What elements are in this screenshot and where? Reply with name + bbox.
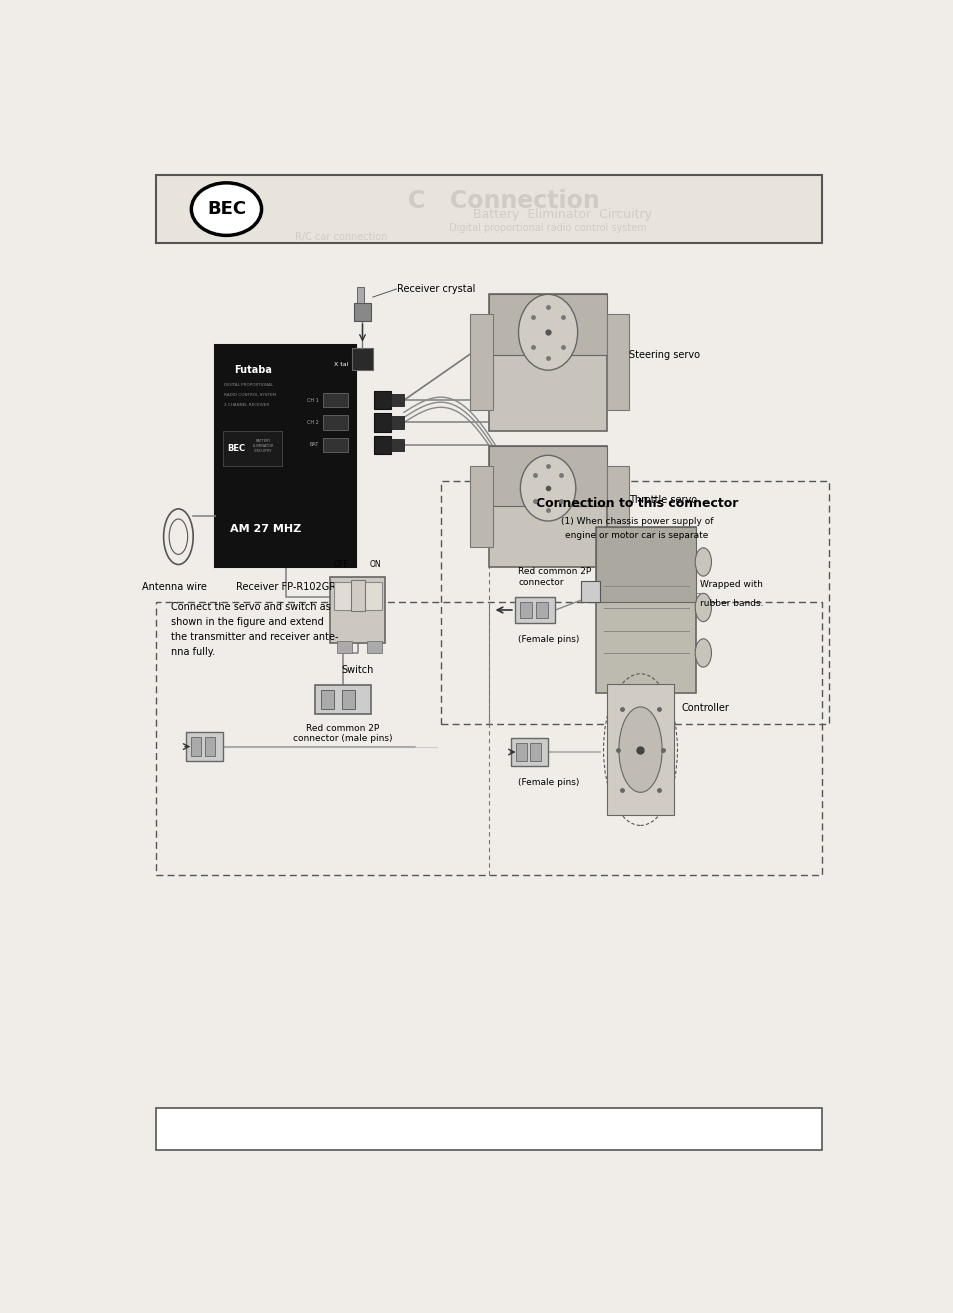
Bar xyxy=(516,743,526,762)
Bar xyxy=(222,431,282,466)
Bar xyxy=(191,738,201,756)
Bar xyxy=(322,415,348,429)
Text: Connection to this connector: Connection to this connector xyxy=(535,496,738,509)
Bar xyxy=(580,582,599,601)
Text: Steering servo: Steering servo xyxy=(629,351,700,361)
Text: Digital proportional radio control system: Digital proportional radio control syste… xyxy=(449,223,646,234)
Ellipse shape xyxy=(695,593,711,621)
Bar xyxy=(488,445,607,567)
Bar xyxy=(351,580,364,612)
Bar xyxy=(322,393,348,407)
Bar xyxy=(374,436,390,454)
Text: Connect the servo and switch as
shown in the figure and extend
the transmitter a: Connect the servo and switch as shown in… xyxy=(171,603,338,656)
Bar xyxy=(470,314,492,410)
Text: BAT: BAT xyxy=(309,442,318,448)
Bar xyxy=(354,303,371,322)
Bar xyxy=(330,578,385,643)
Text: X tal: X tal xyxy=(334,362,348,368)
Bar xyxy=(596,527,695,601)
Bar xyxy=(530,743,540,762)
Text: BEC: BEC xyxy=(227,444,245,453)
Bar xyxy=(606,684,673,815)
Bar xyxy=(215,344,355,567)
Bar xyxy=(488,294,607,431)
Text: DIGITAL PROPORTIONAL: DIGITAL PROPORTIONAL xyxy=(224,383,274,387)
Text: Red common 2P
connector: Red common 2P connector xyxy=(518,567,591,587)
Text: CH 1: CH 1 xyxy=(307,398,318,403)
Ellipse shape xyxy=(695,639,711,667)
Text: RADIO CONTROL SYSTEM: RADIO CONTROL SYSTEM xyxy=(224,393,276,397)
Text: Wrapped with: Wrapped with xyxy=(699,580,761,590)
Text: Switch: Switch xyxy=(341,666,374,675)
Bar xyxy=(440,481,828,723)
Bar xyxy=(205,738,215,756)
Bar xyxy=(341,691,355,709)
Bar xyxy=(374,414,390,432)
Text: ON: ON xyxy=(370,561,381,569)
Text: (Female pins): (Female pins) xyxy=(518,634,579,643)
Text: Controller: Controller xyxy=(680,702,728,713)
Text: rubber bands.: rubber bands. xyxy=(699,599,762,608)
Text: BATTERY
ELIMINATOR
CIRCUITRY: BATTERY ELIMINATOR CIRCUITRY xyxy=(253,439,274,453)
Bar xyxy=(511,738,547,767)
Ellipse shape xyxy=(519,456,576,521)
Text: OFF: OFF xyxy=(334,561,348,569)
Bar xyxy=(321,691,335,709)
Bar xyxy=(519,603,531,617)
Bar xyxy=(322,437,348,452)
Text: Receiver FP-R102GR: Receiver FP-R102GR xyxy=(235,582,335,592)
Text: Receiver crystal: Receiver crystal xyxy=(396,284,475,294)
Bar xyxy=(515,597,555,622)
Text: C   Connection: C Connection xyxy=(408,189,598,213)
Text: CH 2: CH 2 xyxy=(307,420,318,425)
Bar xyxy=(186,733,222,760)
Bar xyxy=(156,603,821,876)
Bar xyxy=(356,288,364,303)
Bar xyxy=(488,445,607,507)
Text: Battery  Eliminator  Circuitry: Battery Eliminator Circuitry xyxy=(473,207,652,221)
Ellipse shape xyxy=(695,548,711,576)
Text: engine or motor car is separate: engine or motor car is separate xyxy=(564,532,708,540)
Text: Red common 2P
connector (male pins): Red common 2P connector (male pins) xyxy=(293,723,393,743)
Bar xyxy=(488,294,607,356)
Text: R/C car connection: R/C car connection xyxy=(294,232,387,243)
Bar xyxy=(606,314,629,410)
Ellipse shape xyxy=(618,706,661,792)
Bar xyxy=(596,527,695,693)
Bar xyxy=(390,394,403,406)
Bar xyxy=(334,583,381,611)
Bar xyxy=(470,466,492,546)
Bar xyxy=(314,685,370,714)
Ellipse shape xyxy=(192,183,261,235)
Text: Antenna wire: Antenna wire xyxy=(142,582,207,592)
Bar xyxy=(390,439,403,450)
Text: 2 CHANNEL RECEIVER: 2 CHANNEL RECEIVER xyxy=(224,403,269,407)
Text: BEC: BEC xyxy=(207,200,246,218)
Ellipse shape xyxy=(517,294,577,370)
Text: (1) When chassis power supply of: (1) When chassis power supply of xyxy=(560,517,712,527)
Bar xyxy=(156,175,821,243)
Bar xyxy=(536,603,547,617)
Text: (Female pins): (Female pins) xyxy=(518,779,579,788)
Bar xyxy=(352,348,373,370)
Bar xyxy=(374,391,390,410)
Bar xyxy=(390,416,403,428)
Text: AM 27 MHZ: AM 27 MHZ xyxy=(230,524,301,533)
Text: Throttle servo: Throttle servo xyxy=(629,495,697,506)
Bar xyxy=(367,641,381,653)
Bar xyxy=(606,466,629,546)
Bar xyxy=(156,1108,821,1150)
Text: Futaba: Futaba xyxy=(233,365,272,376)
Bar xyxy=(337,641,352,653)
